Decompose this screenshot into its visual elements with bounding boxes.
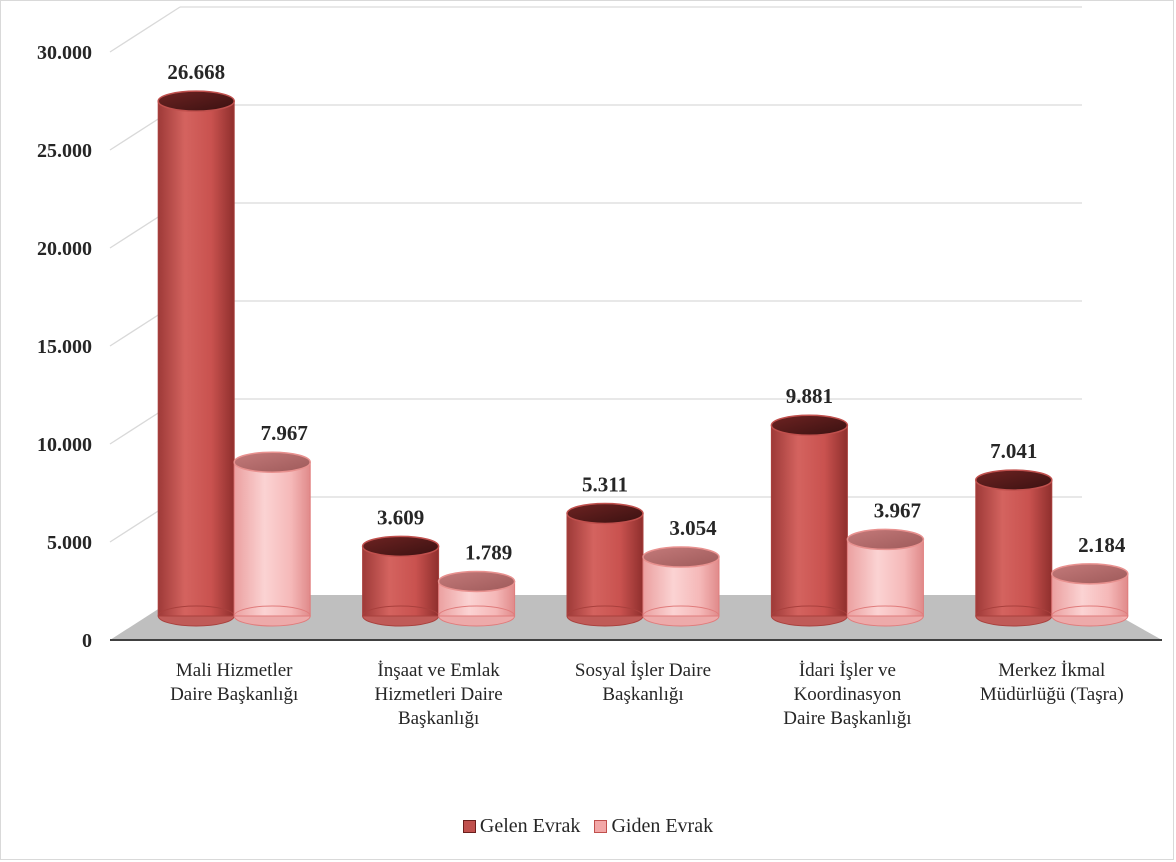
bar-giden-0 — [233, 451, 311, 627]
bar-top — [770, 414, 849, 436]
y-tick-label: 10.000 — [37, 434, 92, 456]
data-label-gelen-0: 26.668 — [167, 60, 225, 84]
legend-item-gelen: Gelen Evrak — [462, 814, 581, 838]
bar-body — [846, 538, 924, 617]
bar-body — [770, 424, 848, 617]
legend-swatch-giden — [594, 819, 608, 833]
bar-base-outline — [642, 605, 720, 627]
x-category-label: Başkanlığı — [398, 708, 479, 729]
data-label-gelen-2: 5.311 — [582, 472, 628, 496]
legend-swatch-gelen — [462, 819, 476, 833]
legend: Gelen Evrak Giden Evrak — [0, 808, 1176, 844]
bar-gelen-3 — [770, 414, 849, 627]
x-category-label: İdari İşler ve — [799, 660, 896, 681]
legend-label-gelen: Gelen Evrak — [479, 814, 581, 837]
data-label-giden-3: 3.967 — [874, 498, 921, 522]
x-category-label: Daire Başkanlığı — [783, 708, 911, 729]
bar-base-outline — [1051, 605, 1129, 627]
bar-top — [566, 502, 644, 525]
legend-label-giden: Giden Evrak — [611, 814, 714, 837]
data-label-giden-2: 3.054 — [669, 516, 717, 540]
x-category-label: Merkez İkmal — [998, 660, 1105, 681]
x-category-label: Hizmetleri Daire — [375, 684, 503, 705]
x-category-label: Daire Başkanlığı — [170, 684, 298, 705]
bar-giden-3 — [846, 528, 925, 627]
x-category-label: Müdürlüğü (Taşra) — [980, 684, 1124, 705]
bar-body — [566, 512, 644, 617]
data-label-giden-0: 7.967 — [261, 421, 308, 445]
y-tick-label: 30.000 — [37, 42, 92, 64]
bar-giden-2 — [642, 546, 720, 627]
y-tick-label: 5.000 — [47, 532, 92, 554]
bar-top — [233, 451, 311, 473]
data-label-gelen-3: 9.881 — [786, 384, 833, 408]
bar-body — [975, 479, 1053, 617]
bar-gelen-4 — [975, 469, 1053, 627]
bar-gelen-0 — [157, 90, 235, 627]
bar-gelen-1 — [361, 535, 440, 627]
bar-giden-4 — [1051, 563, 1129, 627]
bar-top — [361, 535, 440, 558]
gridline-diagonal — [109, 6, 181, 53]
y-tick-label: 20.000 — [37, 238, 92, 260]
bar-top — [1051, 563, 1129, 585]
x-category-label: Mali Hizmetler — [176, 660, 293, 681]
bar-body — [233, 461, 311, 617]
bar-base-outline — [846, 605, 924, 627]
x-category-label: Sosyal İşler Daire — [575, 660, 711, 681]
bar-base-outline — [438, 605, 516, 627]
bar-base-outline — [233, 605, 311, 627]
bar-top — [157, 90, 235, 112]
bar-giden-1 — [437, 570, 516, 627]
y-tick-label: 0 — [82, 630, 92, 652]
bar-body — [362, 545, 440, 617]
x-category-label: İnşaat ve Emlak — [377, 660, 500, 681]
bar-top — [437, 570, 516, 593]
bar-top — [642, 546, 720, 568]
bar-gelen-2 — [566, 502, 644, 627]
data-label-giden-4: 2.184 — [1078, 533, 1126, 557]
data-label-gelen-1: 3.609 — [377, 505, 424, 529]
legend-item-giden: Giden Evrak — [594, 815, 713, 838]
bar-body — [157, 100, 235, 617]
bar-top — [846, 528, 925, 551]
y-tick-label: 15.000 — [37, 336, 92, 358]
data-label-giden-1: 1.789 — [465, 540, 512, 564]
x-category-label: Başkanlığı — [602, 684, 683, 705]
y-tick-label: 25.000 — [37, 140, 92, 162]
bar-top — [975, 469, 1053, 491]
data-label-gelen-4: 7.041 — [990, 439, 1037, 463]
x-category-label: Koordinasyon — [794, 684, 902, 705]
